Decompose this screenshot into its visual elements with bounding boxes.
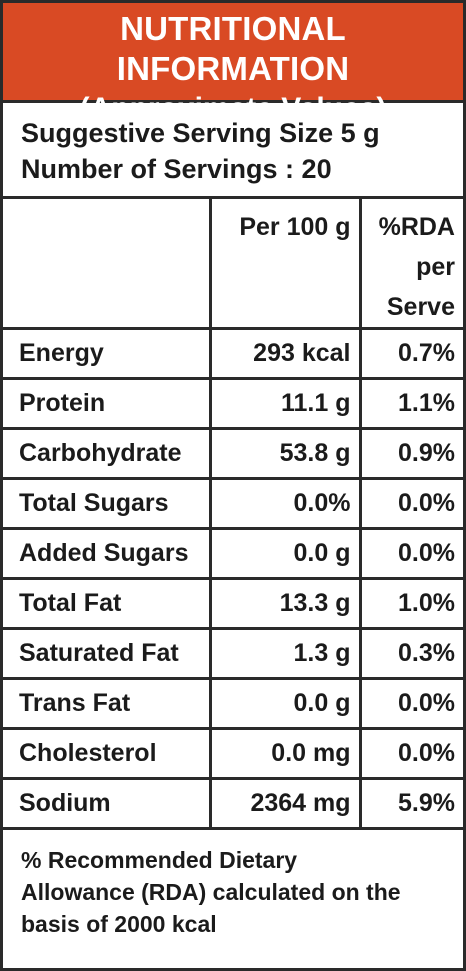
rda-value: 0.3% <box>358 627 463 680</box>
nutrient-name: Saturated Fat <box>3 627 212 680</box>
label-header: NUTRITIONAL INFORMATION (Approximate Val… <box>3 3 463 125</box>
per100-value: 1.3 g <box>208 627 362 680</box>
header-rda-line1: %RDA <box>378 213 455 241</box>
footnote-line: % Recommended Dietary <box>21 847 298 873</box>
nutrient-name: Cholesterol <box>3 727 212 780</box>
table-row: Sodium 2364 mg 5.9% <box>3 777 463 830</box>
nutrient-name: Total Sugars <box>3 477 212 530</box>
rda-value: 0.0% <box>358 477 463 530</box>
rda-value: 0.7% <box>358 327 463 380</box>
table-row: Protein 11.1 g 1.1% <box>3 377 463 430</box>
rda-value: 1.0% <box>358 577 463 630</box>
per100-value: 53.8 g <box>208 427 362 480</box>
rda-value: 0.9% <box>358 427 463 480</box>
per100-value: 293 kcal <box>208 327 362 380</box>
nutrient-name: Protein <box>3 377 212 430</box>
nutrition-table: Per 100 g %RDA per Serve Energy 293 kcal… <box>3 199 463 830</box>
table-row: Carbohydrate 53.8 g 0.9% <box>3 427 463 480</box>
nutrient-name: Carbohydrate <box>3 427 212 480</box>
per100-value: 0.0 g <box>208 677 362 730</box>
header-per100: Per 100 g <box>208 199 362 330</box>
per100-value: 13.3 g <box>208 577 362 630</box>
per100-value: 11.1 g <box>208 377 362 430</box>
footnote-line: Allowance (RDA) calculated on the <box>21 879 401 905</box>
header-rda-line2: per <box>416 253 455 281</box>
serving-size: Suggestive Serving Size 5 g <box>21 118 380 148</box>
header-rda: %RDA per Serve <box>358 199 463 330</box>
rda-value: 1.1% <box>358 377 463 430</box>
per100-value: 0.0 mg <box>208 727 362 780</box>
table-row: Saturated Fat 1.3 g 0.3% <box>3 627 463 680</box>
header-nutrient-cell <box>3 199 212 330</box>
table-row: Total Sugars 0.0% 0.0% <box>3 477 463 530</box>
servings-count: Number of Servings : 20 <box>21 154 332 184</box>
label-title: NUTRITIONAL INFORMATION <box>116 10 350 87</box>
rda-value: 0.0% <box>358 677 463 730</box>
nutrient-name: Energy <box>3 327 212 380</box>
nutrient-name: Added Sugars <box>3 527 212 580</box>
label-subtitle: (Approximate Values) <box>79 92 387 125</box>
footnote-line: basis of 2000 kcal <box>21 911 217 937</box>
table-row: Energy 293 kcal 0.7% <box>3 327 463 380</box>
nutrient-name: Total Fat <box>3 577 212 630</box>
table-row: Added Sugars 0.0 g 0.0% <box>3 527 463 580</box>
rda-footnote: % Recommended Dietary Allowance (RDA) ca… <box>3 830 463 940</box>
header-rda-line3: Serve <box>386 293 455 321</box>
per100-value: 2364 mg <box>208 777 362 830</box>
table-header-row: Per 100 g %RDA per Serve <box>3 199 463 330</box>
per100-value: 0.0% <box>208 477 362 530</box>
table-row: Trans Fat 0.0 g 0.0% <box>3 677 463 730</box>
nutrient-name: Sodium <box>3 777 212 830</box>
rda-value: 0.0% <box>358 727 463 780</box>
table-row: Cholesterol 0.0 mg 0.0% <box>3 727 463 780</box>
rda-value: 0.0% <box>358 527 463 580</box>
serving-info: Suggestive Serving Size 5 g Number of Se… <box>3 103 463 199</box>
table-row: Total Fat 13.3 g 1.0% <box>3 577 463 630</box>
nutrient-name: Trans Fat <box>3 677 212 730</box>
per100-value: 0.0 g <box>208 527 362 580</box>
rda-value: 5.9% <box>358 777 463 830</box>
